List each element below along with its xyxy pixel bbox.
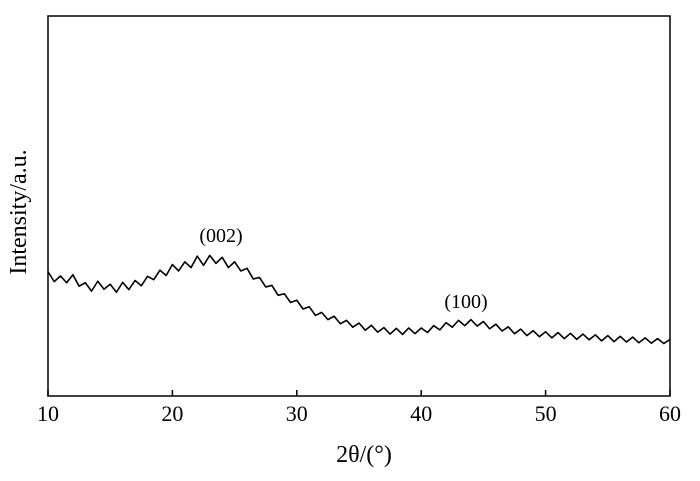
peak-annotation: (002) — [199, 225, 242, 247]
x-tick-label: 60 — [659, 401, 681, 426]
x-tick-label: 40 — [410, 401, 432, 426]
plot-frame — [47, 15, 671, 397]
peak-annotation: (100) — [444, 291, 487, 313]
x-axis-label: 2θ/(°) — [336, 442, 392, 468]
x-tick-label: 50 — [535, 401, 557, 426]
y-axis-label: Intensity/a.u. — [6, 149, 32, 274]
x-tick-label: 20 — [161, 401, 183, 426]
x-tick-label: 10 — [37, 401, 59, 426]
data-line — [47, 254, 671, 345]
x-tick-label: 30 — [286, 401, 308, 426]
